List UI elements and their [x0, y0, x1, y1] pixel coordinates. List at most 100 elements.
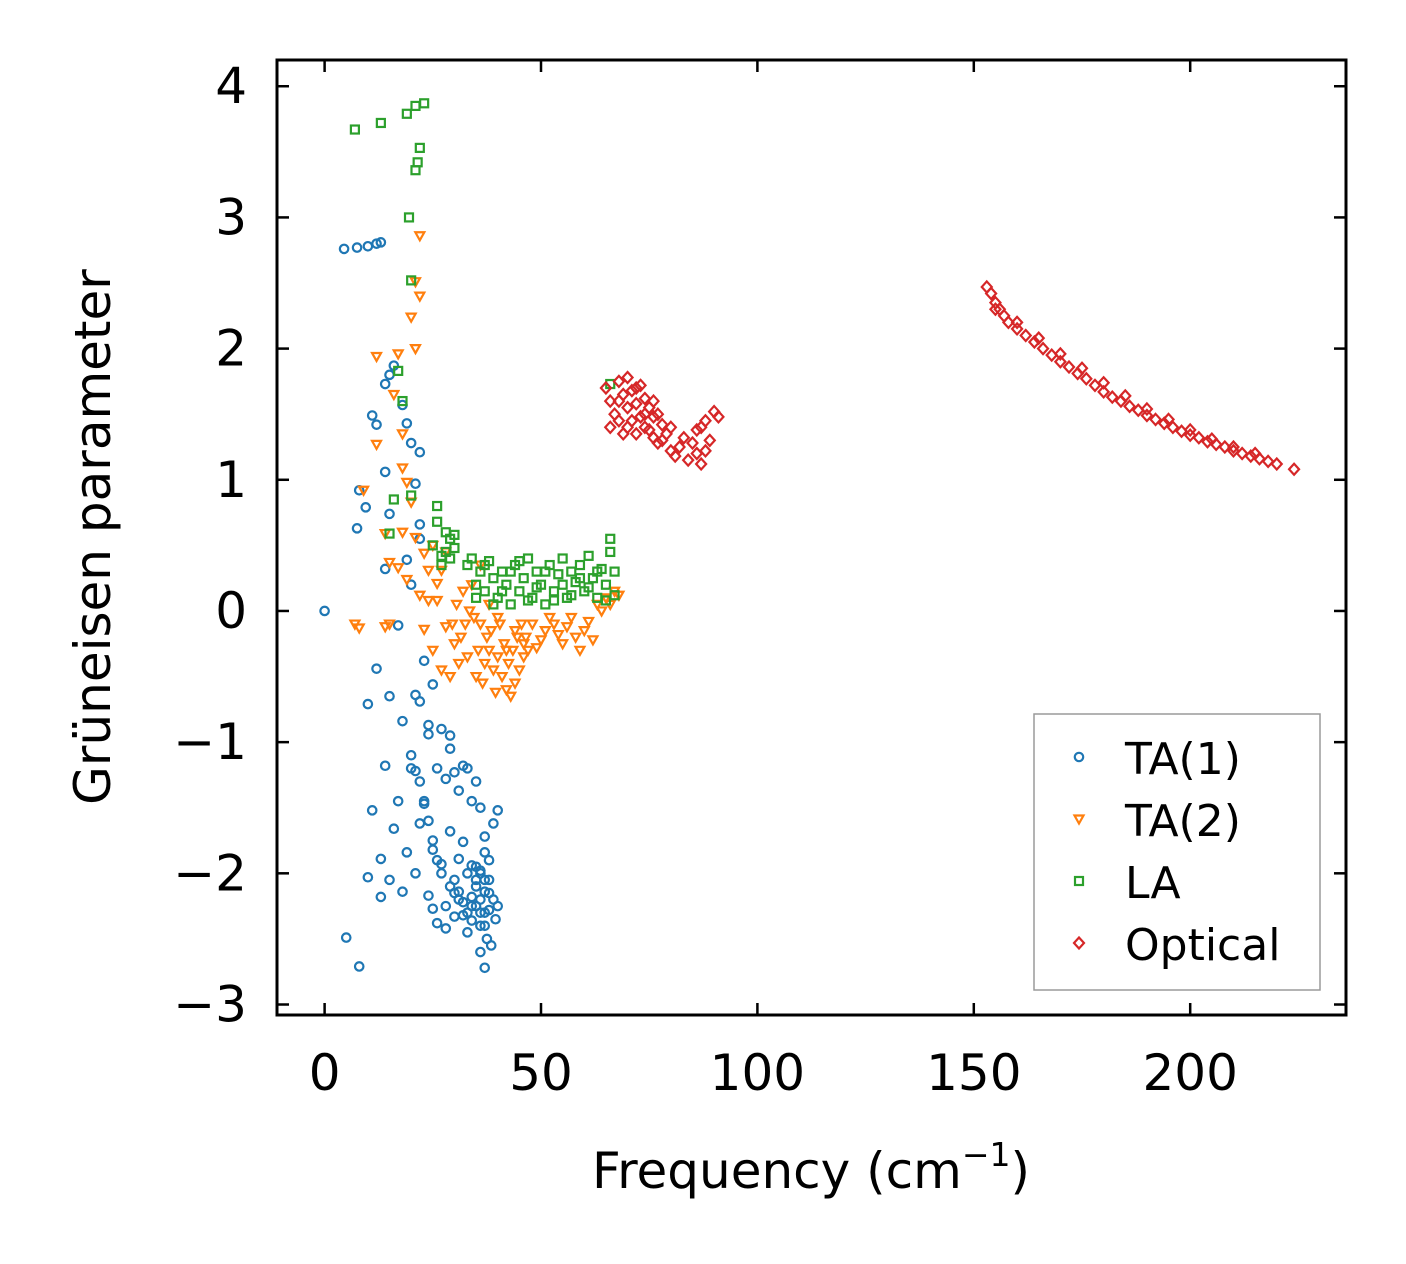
data-point: [462, 868, 473, 879]
data-point: [475, 802, 486, 814]
data-point: [475, 920, 486, 932]
x-axis-label: Frequency (cm−1): [592, 1135, 1030, 1200]
data-point: [519, 632, 533, 644]
data-point: [474, 619, 487, 631]
data-point: [616, 426, 630, 442]
data-point: [466, 915, 478, 926]
data-point: [664, 420, 678, 435]
data-point: [574, 559, 586, 571]
y-tick-label: 1: [215, 451, 247, 509]
data-point: [518, 573, 529, 584]
data-point: [444, 743, 456, 755]
data-point: [351, 523, 363, 534]
data-point: [668, 449, 682, 464]
data-point: [466, 553, 477, 564]
data-point: [531, 566, 542, 577]
data-point: [475, 907, 486, 918]
data-point: [444, 730, 456, 741]
data-point: [375, 237, 387, 248]
data-point: [340, 932, 352, 943]
data-point: [582, 616, 595, 629]
data-point: [514, 556, 525, 567]
data-point: [479, 586, 490, 597]
data-point: [449, 911, 460, 922]
data-point: [449, 529, 460, 540]
legend-entry-TA(1): TA(1): [1073, 734, 1241, 785]
data-point: [595, 606, 608, 618]
data-point: [388, 823, 400, 835]
data-point: [413, 590, 427, 602]
data-point: [488, 599, 499, 610]
data-point: [462, 763, 473, 774]
data-point: [504, 691, 518, 703]
data-point: [401, 108, 412, 119]
data-point: [603, 420, 617, 435]
data-point: [505, 599, 516, 610]
data-point: [456, 586, 470, 599]
data-point: [605, 546, 616, 558]
data-point: [1053, 354, 1067, 369]
data-point: [404, 312, 418, 324]
data-point: [379, 563, 391, 575]
data-point: [1097, 384, 1111, 400]
plot-frame: [275, 58, 1348, 1017]
data-point: [694, 420, 708, 435]
data-point: [553, 569, 564, 580]
y-tick-label: 0: [215, 582, 247, 640]
data-point: [508, 626, 522, 638]
data-point: [517, 652, 531, 664]
data-point: [1270, 456, 1284, 472]
data-point: [383, 557, 396, 570]
data-point: [427, 540, 438, 551]
data-point: [430, 578, 444, 591]
data-point: [366, 805, 378, 816]
data-point: [470, 592, 482, 603]
y-tick-label: 2: [215, 320, 247, 378]
data-point: [517, 639, 531, 651]
data-point: [1205, 431, 1219, 447]
data-point: [448, 639, 461, 651]
data-point: [655, 417, 669, 432]
data-point: [1140, 408, 1154, 423]
data-point: [485, 940, 497, 951]
data-point: [375, 853, 387, 865]
data-point: [1261, 454, 1275, 469]
data-point: [462, 927, 473, 938]
data-point: [1036, 341, 1050, 356]
data-point: [470, 861, 482, 873]
data-point: [410, 165, 421, 176]
data-point: [540, 599, 551, 610]
data-point: [621, 370, 635, 385]
data-point: [387, 389, 401, 402]
data-point: [488, 573, 499, 584]
data-point: [379, 466, 391, 478]
data-point: [557, 553, 568, 564]
data-point: [427, 903, 439, 915]
data-point: [515, 619, 528, 631]
data-point: [489, 687, 502, 700]
data-point: [1235, 446, 1249, 461]
legend-entry-Optical: Optical: [1072, 920, 1280, 971]
data-point: [556, 639, 570, 651]
data-point: [445, 553, 456, 564]
data-point: [478, 658, 492, 671]
data-point: [491, 612, 505, 625]
data-point: [534, 635, 548, 647]
x-tick-label: 50: [509, 1044, 573, 1102]
data-point: [445, 619, 459, 631]
data-point: [410, 868, 421, 879]
data-point: [414, 142, 425, 153]
data-point: [1075, 361, 1089, 376]
data-point: [449, 767, 460, 778]
data-point: [1201, 434, 1214, 449]
data-point: [510, 632, 524, 644]
data-point: [980, 279, 994, 295]
data-point: [694, 456, 708, 472]
data-point: [492, 805, 504, 816]
data-point: [431, 917, 443, 929]
data-point: [600, 579, 612, 590]
data-point: [453, 853, 465, 865]
data-point: [605, 533, 616, 544]
data-point: [482, 645, 496, 658]
data-point: [1062, 359, 1076, 375]
